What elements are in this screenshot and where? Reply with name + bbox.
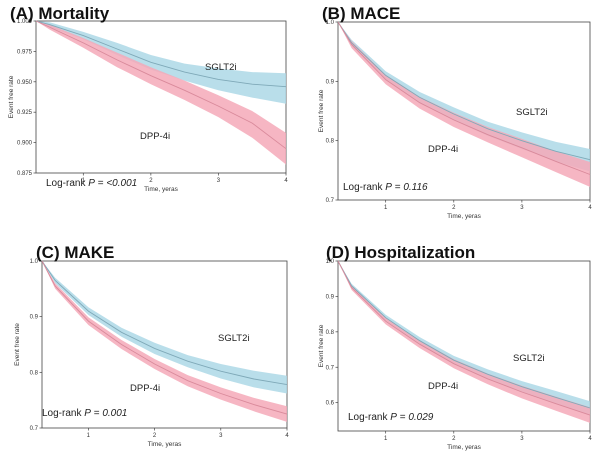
ci-band-sglt2i — [36, 21, 286, 104]
series-line-sglt2i — [337, 21, 591, 161]
logrank-pvalue: Log-rank P = 0.001 — [42, 408, 127, 419]
ci-band-sglt2i — [338, 22, 590, 172]
y-tick-label: 0.975 — [17, 49, 33, 55]
pvalue-prefix: Log-rank — [42, 408, 84, 419]
x-tick-label: 1 — [384, 436, 388, 442]
y-tick-label: 1.000 — [17, 19, 33, 25]
pvalue-value: <0.001 — [106, 178, 137, 189]
x-tick-label: 3 — [520, 205, 524, 211]
y-tick-label: 1.0 — [30, 259, 39, 265]
y-tick-label: 0.8 — [30, 370, 39, 376]
y-tick-label: 0.875 — [17, 171, 33, 177]
x-tick-label: 4 — [588, 436, 592, 442]
y-tick-label: 0.925 — [17, 110, 33, 116]
series-label-sglt2i: SGLT2i — [516, 107, 548, 118]
series-label-dpp-4i: DPP-4i — [130, 383, 160, 394]
x-tick-label: 4 — [284, 178, 288, 184]
plot-frame — [35, 20, 287, 174]
series-line-sglt2i — [35, 20, 287, 88]
logrank-pvalue: Log-rank P = <0.001 — [46, 178, 137, 189]
y-axis-title: Event free rate — [318, 324, 325, 367]
series-label-sglt2i: SGLT2i — [205, 62, 237, 73]
y-tick-label: 0.9 — [326, 294, 335, 300]
panel-title: (C) MAKE — [36, 243, 114, 262]
y-tick-label: 0.9 — [30, 315, 39, 321]
chart-panel-1: 1 2 3 4 0.875 0.900 0.925 0.950 0.975 1.000 Time, … — [8, 4, 288, 193]
x-tick-label: 1 — [87, 433, 91, 439]
series-line-sglt2i — [337, 260, 591, 409]
series-label-dpp-4i: DPP-4i — [428, 381, 458, 392]
pvalue-equals: = — [91, 408, 102, 419]
logrank-pvalue: Log-rank P = 0.029 — [348, 412, 434, 423]
series-line-sglt2i — [41, 260, 288, 386]
y-tick-label: 1.0 — [326, 20, 335, 26]
plot-frame — [41, 260, 288, 429]
chart-panel-2: 1 2 3 4 0.7 0.8 0.9 1.0 Time, yeras Event free ra… — [318, 4, 592, 220]
x-tick-label: 3 — [520, 436, 524, 442]
series-label-dpp-4i: DPP-4i — [428, 144, 458, 155]
x-tick-label: 1 — [384, 205, 388, 211]
x-tick-label: 1 — [82, 178, 86, 184]
pvalue-value: 0.029 — [408, 412, 433, 423]
pvalue-equals: = — [397, 412, 408, 423]
y-tick-label: 1.0 — [326, 259, 335, 265]
ci-band-dpp-4i — [42, 261, 287, 422]
y-tick-label: 0.900 — [17, 141, 33, 147]
y-tick-label: 0.7 — [326, 198, 335, 204]
y-tick-label: 0.7 — [30, 426, 39, 432]
y-axis-title: Event free rate — [8, 75, 15, 118]
series-label-sglt2i: SGLT2i — [218, 333, 250, 344]
x-axis-title: Time, yeras — [447, 213, 481, 220]
pvalue-value: 0.116 — [403, 182, 428, 193]
ci-band-dpp-4i — [338, 22, 590, 187]
pvalue-p: P — [84, 408, 91, 419]
pvalue-prefix: Log-rank — [343, 182, 385, 193]
x-axis-title: Time, yeras — [148, 441, 182, 448]
y-axis-title: Event free rate — [318, 89, 325, 132]
x-tick-label: 3 — [219, 433, 223, 439]
y-tick-label: 0.950 — [17, 80, 33, 86]
series-label-sglt2i: SGLT2i — [513, 353, 545, 364]
y-tick-label: 0.8 — [326, 330, 335, 336]
pvalue-p: P — [385, 182, 392, 193]
series-line-dpp-4i — [41, 260, 288, 415]
panel-title: (B) MACE — [322, 4, 400, 23]
y-axis-title: Event free rate — [14, 323, 21, 366]
ci-band-sglt2i — [338, 261, 590, 415]
series-line-dpp-4i — [337, 260, 591, 416]
panel-title: (D) Hospitalization — [326, 243, 475, 262]
pvalue-prefix: Log-rank — [348, 412, 390, 423]
y-tick-label: 0.6 — [326, 401, 335, 407]
series-line-dpp-4i — [35, 20, 287, 150]
panel-title: (A) Mortality — [10, 4, 110, 23]
x-tick-label: 3 — [217, 178, 221, 184]
y-tick-label: 0.8 — [326, 139, 335, 145]
y-tick-label: 0.9 — [326, 79, 335, 85]
x-axis-title: Time, yeras — [144, 186, 178, 193]
plot-frame — [337, 21, 591, 201]
pvalue-value: 0.001 — [102, 408, 127, 419]
pvalue-equals: = — [95, 178, 106, 189]
x-tick-label: 2 — [153, 433, 157, 439]
x-tick-label: 2 — [149, 178, 153, 184]
pvalue-equals: = — [392, 182, 403, 193]
chart-panel-3: 1 2 3 4 0.7 0.8 0.9 1.0 Time, yeras Event free ra… — [14, 243, 289, 448]
ci-band-dpp-4i — [338, 261, 590, 423]
x-tick-label: 4 — [285, 433, 289, 439]
x-tick-label: 2 — [452, 205, 456, 211]
pvalue-p: P — [88, 178, 95, 189]
y-tick-label: 0.7 — [326, 365, 335, 371]
series-label-dpp-4i: DPP-4i — [140, 131, 170, 142]
logrank-pvalue: Log-rank P = 0.116 — [343, 182, 428, 193]
x-axis-title: Time, yeras — [447, 444, 481, 451]
chart-panel-4: 1 2 3 4 0.6 0.7 0.8 0.9 1.0 Time, yeras Event free… — [318, 243, 592, 451]
x-tick-label: 4 — [588, 205, 592, 211]
pvalue-prefix: Log-rank — [46, 178, 88, 189]
ci-band-dpp-4i — [36, 21, 286, 165]
series-line-dpp-4i — [337, 21, 591, 175]
x-tick-label: 2 — [452, 436, 456, 442]
plot-frame — [337, 260, 591, 432]
pvalue-p: P — [390, 412, 397, 423]
